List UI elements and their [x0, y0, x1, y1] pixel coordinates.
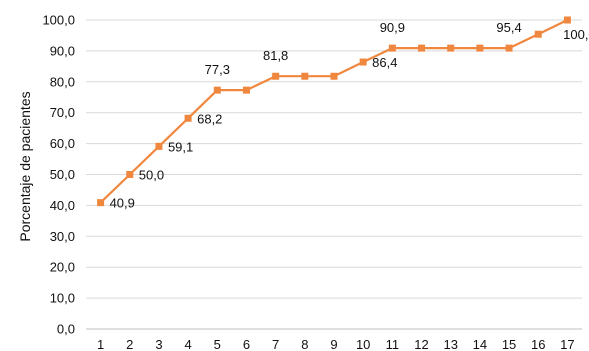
data-point — [418, 44, 426, 52]
x-tick-label: 16 — [531, 337, 545, 351]
x-tick-label: 13 — [443, 337, 457, 351]
data-point — [388, 44, 396, 52]
data-label: 95,4 — [496, 20, 521, 35]
data-label: 81,8 — [263, 48, 288, 63]
data-point — [242, 86, 250, 94]
data-label: 59,1 — [168, 139, 193, 154]
data-point — [534, 30, 542, 38]
y-tick-label: 40,0 — [50, 198, 75, 213]
y-tick-label: 20,0 — [50, 260, 75, 275]
y-tick-label: 0,0 — [57, 322, 75, 337]
x-tick-label: 12 — [414, 337, 428, 351]
gridlines — [86, 19, 582, 330]
data-point — [447, 44, 455, 52]
x-tick-label: 15 — [502, 337, 516, 351]
x-tick-label: 8 — [301, 337, 308, 351]
y-tick-label: 60,0 — [50, 136, 75, 151]
data-point — [184, 114, 192, 122]
y-tick-label: 90,0 — [50, 43, 75, 58]
y-tick-label: 10,0 — [50, 291, 75, 306]
data-label: 50,0 — [139, 168, 164, 183]
series-line — [99, 19, 568, 204]
data-point — [126, 171, 134, 178]
data-point — [301, 72, 309, 80]
series-group — [97, 16, 571, 207]
data-label: 100,0 — [563, 27, 589, 42]
y-tick-label: 70,0 — [50, 105, 75, 120]
data-point — [505, 44, 513, 52]
data-label: 68,2 — [197, 111, 222, 126]
data-point — [563, 16, 571, 24]
data-point — [213, 86, 221, 94]
data-point — [330, 72, 338, 80]
x-tick-label: 7 — [272, 337, 279, 351]
y-tick-label: 100,0 — [42, 13, 75, 28]
y-tick-label: 50,0 — [50, 167, 75, 182]
y-tick-label: 30,0 — [50, 229, 75, 244]
data-label: 77,3 — [205, 62, 230, 77]
data-label: 90,9 — [380, 20, 405, 35]
data-point — [97, 199, 105, 207]
x-tick-label: 9 — [330, 337, 337, 351]
x-tick-label: 6 — [243, 337, 250, 351]
x-tick-label: 11 — [386, 337, 400, 351]
x-tick-label: 4 — [185, 337, 192, 351]
x-tick-label: 17 — [560, 337, 574, 351]
data-label: 40,9 — [110, 196, 135, 211]
y-axis-title: Porcentaje de pacientes — [17, 91, 33, 241]
y-tick-label: 80,0 — [50, 74, 75, 89]
x-tick-label: 1 — [97, 337, 104, 351]
data-point — [272, 72, 280, 80]
x-tick-label: 14 — [473, 337, 487, 351]
x-tick-label: 5 — [214, 337, 221, 351]
data-point — [476, 44, 484, 52]
x-tick-label: 2 — [126, 337, 133, 351]
y-axis-tick-labels: 0,0 10,0 20,0 30,0 40,0 50,0 60,0 70,0 80,0 90,0 1… — [42, 13, 75, 337]
data-labels: 40,9 50,0 59,1 68,2 77,3 81,8 86,4 90,9 95,4 100,… — [110, 20, 589, 211]
x-tick-label: 3 — [155, 337, 162, 351]
data-label: 86,4 — [372, 55, 397, 70]
data-point — [359, 58, 367, 66]
data-point — [155, 142, 163, 150]
x-axis-tick-labels: 1 2 3 4 5 6 7 8 9 10 11 12 13 14 15 16 17 — [97, 337, 575, 351]
x-tick-label: 10 — [356, 337, 370, 351]
